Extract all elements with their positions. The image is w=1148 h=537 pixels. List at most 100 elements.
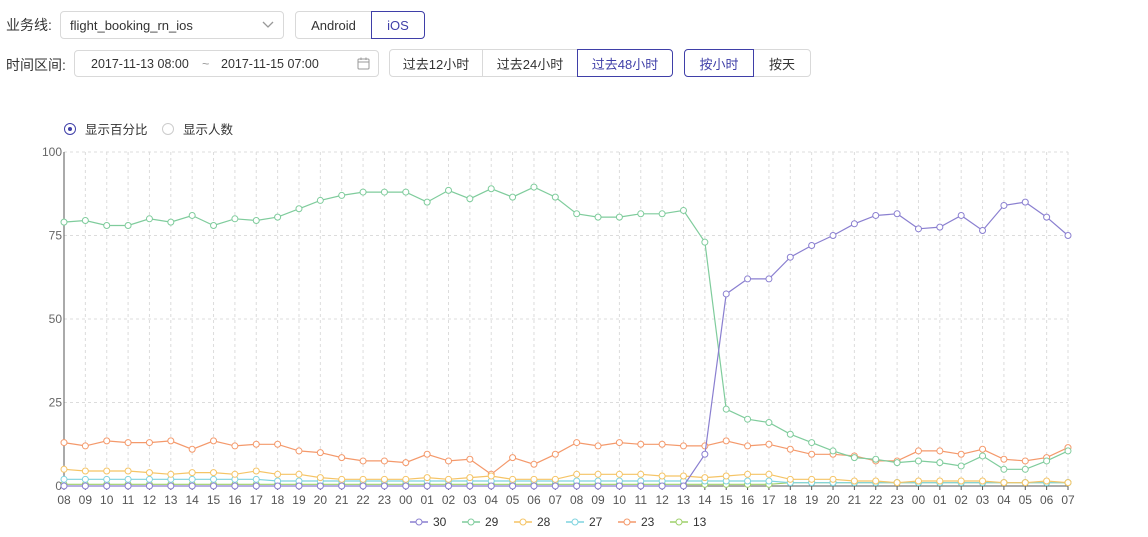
data-point <box>744 480 752 488</box>
by-day-button[interactable]: 按天 <box>753 49 811 77</box>
data-point <box>893 459 901 467</box>
data-point <box>188 480 196 488</box>
data-point <box>145 215 153 223</box>
past-12h-button[interactable]: 过去12小时 <box>389 49 483 77</box>
data-point <box>466 474 474 482</box>
data-point <box>936 479 944 487</box>
start-date-input[interactable]: 2017-11-13 08:00 <box>91 57 189 71</box>
x-tick-label: 21 <box>335 493 349 507</box>
data-point <box>380 482 388 490</box>
data-point <box>1021 198 1029 206</box>
data-point <box>765 477 773 485</box>
end-date-input[interactable]: 2017-11-15 07:00 <box>221 57 319 71</box>
data-point <box>359 475 367 483</box>
data-point <box>252 480 260 488</box>
data-point <box>509 480 517 488</box>
data-point <box>701 450 709 458</box>
data-point <box>615 477 623 485</box>
data-point <box>1064 447 1072 455</box>
data-point <box>81 216 89 224</box>
data-point <box>914 479 922 487</box>
data-point <box>210 437 218 445</box>
data-point <box>231 482 239 490</box>
data-point <box>1043 213 1051 221</box>
data-point <box>850 220 858 228</box>
show-percent-radio[interactable]: 显示百分比 <box>64 119 148 138</box>
data-point <box>423 482 431 490</box>
data-point <box>402 480 410 488</box>
x-tick-label: 06 <box>1040 493 1054 507</box>
platform-toggle: Android iOS <box>295 11 425 39</box>
data-point <box>744 415 752 423</box>
data-point <box>850 479 858 487</box>
data-point <box>466 480 474 488</box>
data-point <box>615 480 623 488</box>
data-point <box>402 482 410 490</box>
data-point <box>808 242 816 250</box>
data-point <box>487 482 495 490</box>
data-point <box>103 482 111 490</box>
data-point <box>637 477 645 485</box>
data-point <box>1043 457 1051 465</box>
data-point <box>530 480 538 488</box>
data-point <box>466 195 474 203</box>
data-point <box>786 475 794 483</box>
calendar-icon[interactable] <box>357 57 370 70</box>
data-point <box>744 470 752 478</box>
data-point <box>274 470 282 478</box>
data-point <box>60 480 68 488</box>
data-point <box>872 455 880 463</box>
data-point <box>210 221 218 229</box>
data-point <box>850 479 858 487</box>
data-point <box>274 440 282 448</box>
business-line-select[interactable]: flight_booking_rn_ios <box>60 11 284 39</box>
x-tick-label: 07 <box>549 493 563 507</box>
x-tick-label: 23 <box>890 493 904 507</box>
data-point <box>658 210 666 218</box>
data-point <box>1064 479 1072 487</box>
date-separator: ~ <box>202 57 210 71</box>
y-tick-label: 100 <box>42 145 62 159</box>
data-point <box>380 457 388 465</box>
data-point <box>295 447 303 455</box>
data-point <box>316 449 324 457</box>
data-point <box>765 419 773 427</box>
quick-range-toggle: 过去12小时 过去24小时 过去48小时 <box>389 49 673 77</box>
data-point <box>914 225 922 233</box>
past-24h-button[interactable]: 过去24小时 <box>482 49 578 77</box>
data-point <box>1021 479 1029 487</box>
show-count-radio[interactable]: 显示人数 <box>162 119 233 138</box>
data-point <box>338 477 346 485</box>
data-point <box>722 405 730 413</box>
x-tick-label: 13 <box>164 493 178 507</box>
data-point <box>808 475 816 483</box>
past-48h-button[interactable]: 过去48小时 <box>577 49 673 77</box>
by-hour-button[interactable]: 按小时 <box>684 49 754 77</box>
platform-ios-button[interactable]: iOS <box>371 11 425 39</box>
data-point <box>81 480 89 488</box>
legend-marker-23 <box>623 518 631 526</box>
legend-label-30: 30 <box>433 515 447 529</box>
legend-marker-29 <box>467 518 475 526</box>
data-point <box>808 439 816 447</box>
data-point <box>829 475 837 483</box>
data-point <box>380 480 388 488</box>
data-point <box>295 470 303 478</box>
platform-android-button[interactable]: Android <box>295 11 372 39</box>
data-point <box>103 467 111 475</box>
data-point <box>124 475 132 483</box>
x-tick-label: 13 <box>677 493 691 507</box>
x-tick-label: 03 <box>463 493 477 507</box>
data-point <box>872 479 880 487</box>
data-point <box>615 482 623 490</box>
x-tick-label: 23 <box>378 493 392 507</box>
data-point <box>722 437 730 445</box>
data-point <box>829 232 837 239</box>
data-point <box>979 445 987 453</box>
data-point <box>637 482 645 490</box>
date-range-picker[interactable]: 2017-11-13 08:00 ~ 2017-11-15 07:00 <box>74 50 379 77</box>
x-tick-label: 10 <box>613 493 627 507</box>
x-tick-label: 15 <box>207 493 221 507</box>
data-point <box>936 223 944 231</box>
radio-selected-icon <box>64 122 76 135</box>
